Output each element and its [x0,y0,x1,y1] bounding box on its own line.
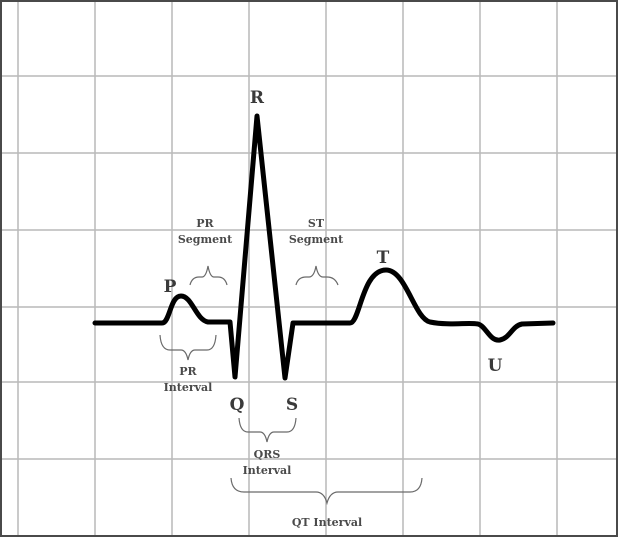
st-segment-label-line1: ST [308,217,325,230]
pr-interval-label-line2: Interval [164,381,213,394]
qt-interval-brace [230,477,423,506]
p-wave-label: P [164,277,177,297]
wave-labels: P R Q S T U [164,88,503,415]
r-wave-label: R [250,88,265,108]
t-wave-label: T [377,248,390,268]
s-wave-label: S [286,395,298,415]
u-wave-label: U [488,356,503,376]
qrs-interval-label-line1: QRS [254,448,281,461]
qt-interval-annotation: QT Interval [230,477,423,529]
qrs-interval-annotation: QRS Interval [238,417,297,477]
qrs-interval-label-line2: Interval [243,464,292,477]
ecg-trace [92,113,556,381]
st-segment-annotation: ST Segment [289,217,344,286]
pr-segment-brace [189,265,228,286]
pr-segment-label-line1: PR [196,217,214,230]
st-segment-brace [295,265,339,286]
pr-segment-annotation: PR Segment [178,217,233,286]
qrs-interval-brace [238,417,297,443]
q-wave-label: Q [230,395,245,415]
pr-segment-label-line2: Segment [178,233,233,246]
st-segment-label-line2: Segment [289,233,344,246]
pr-interval-annotation: PR Interval [159,334,217,394]
pr-interval-label-line1: PR [179,365,197,378]
qt-interval-label: QT Interval [292,516,362,529]
pr-interval-brace [159,334,217,361]
